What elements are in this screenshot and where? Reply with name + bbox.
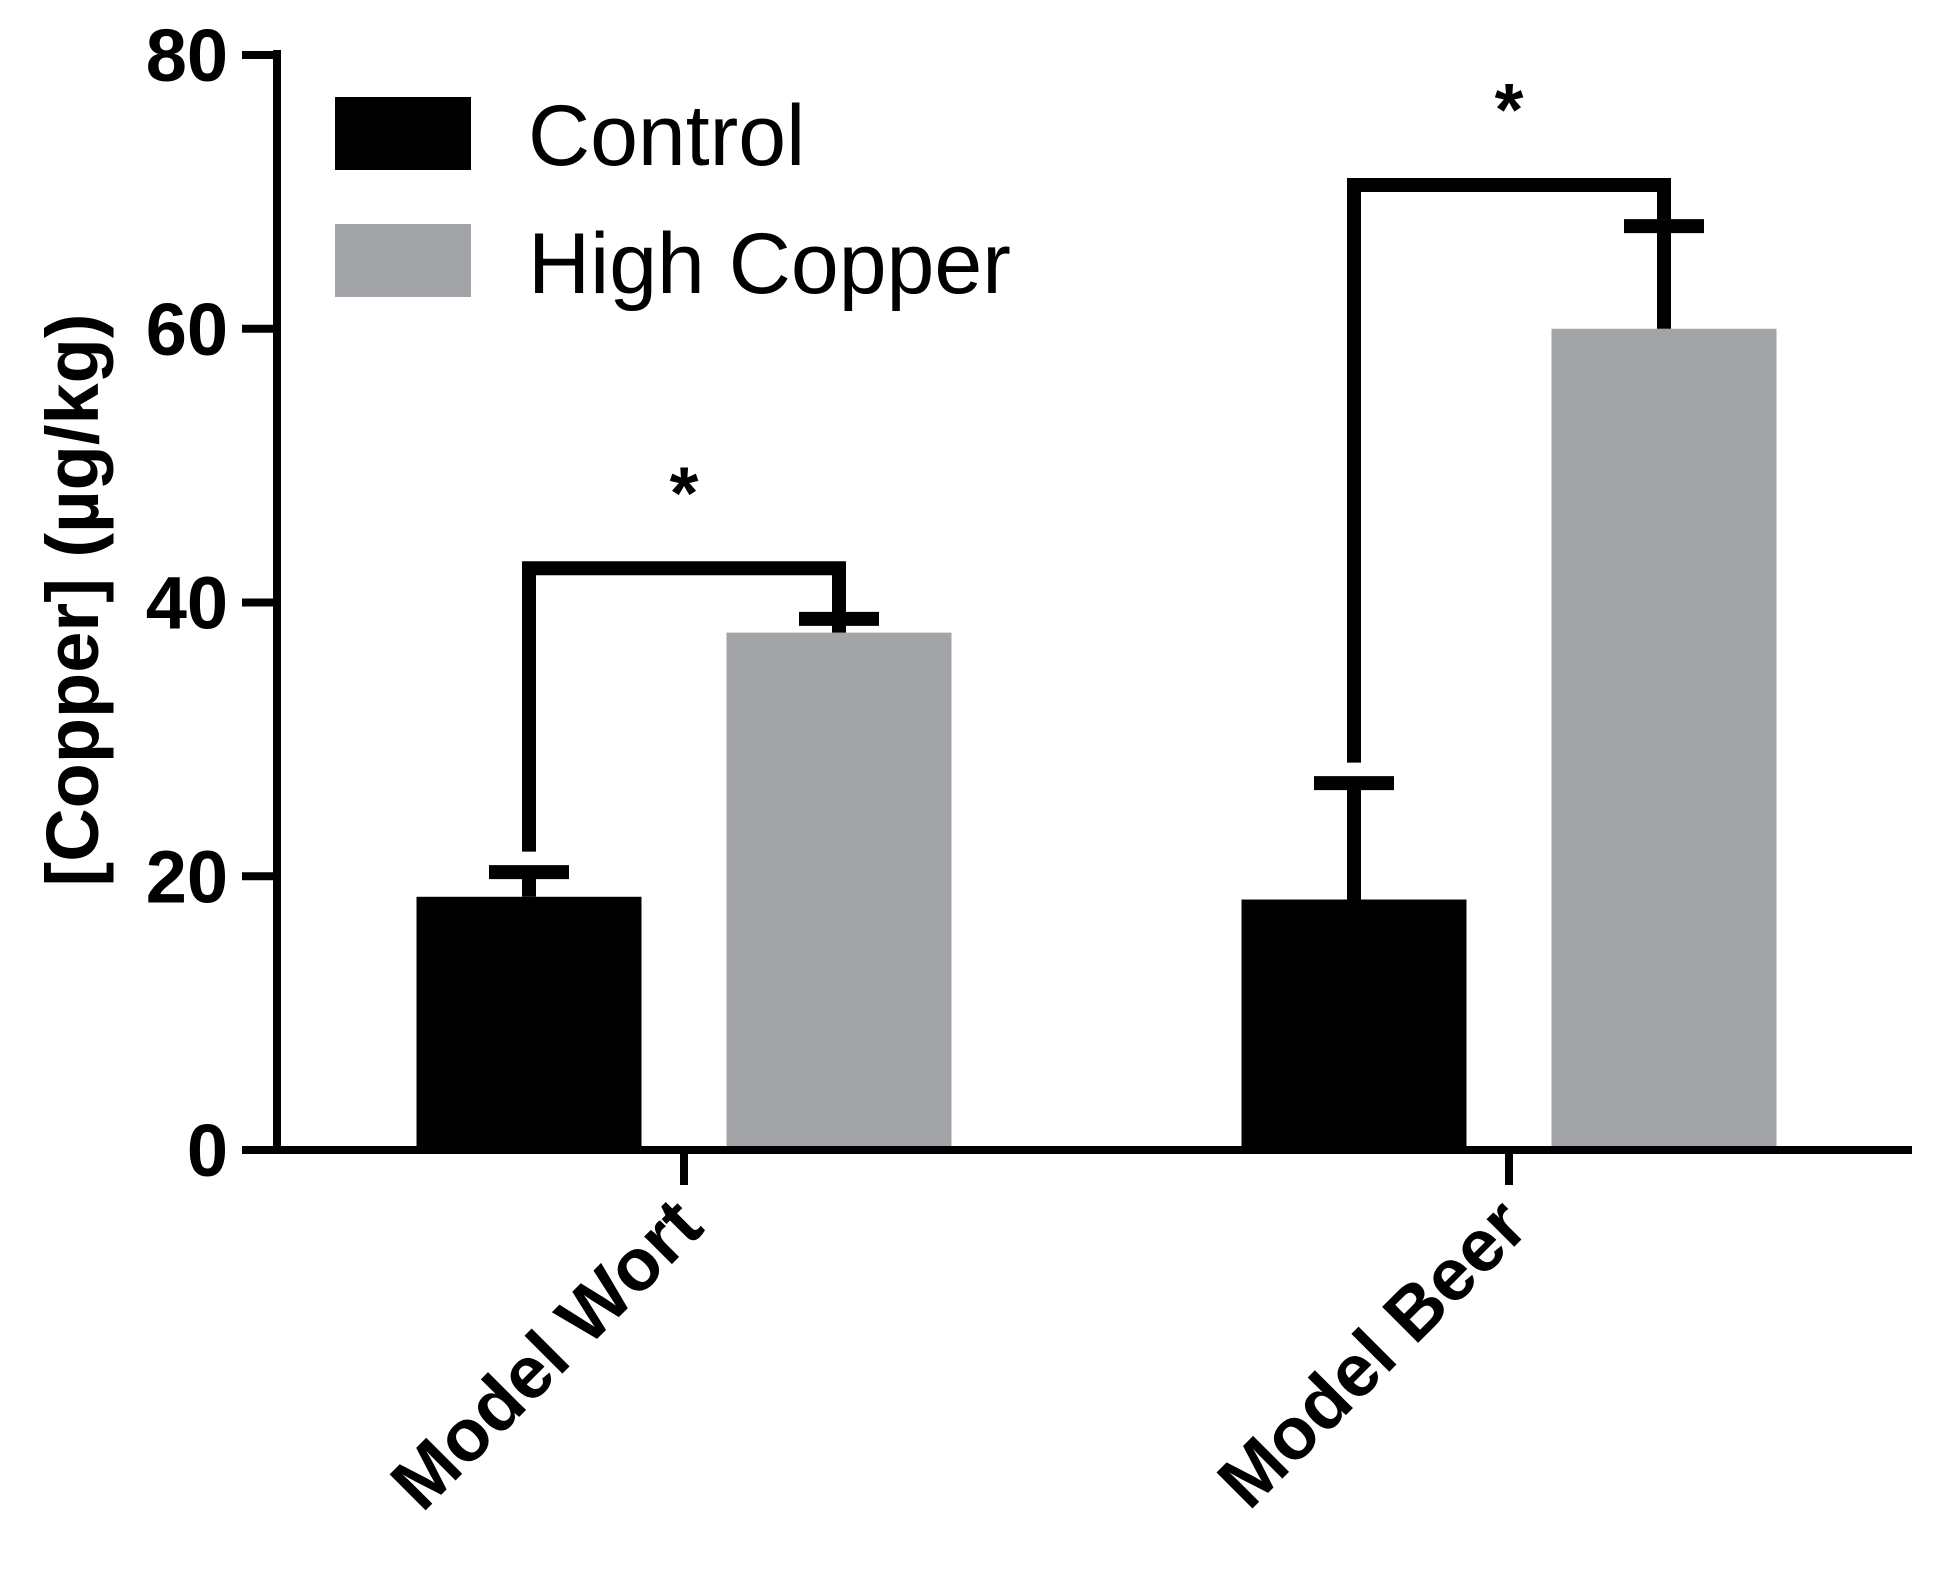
x-tick-label-model-wort: Model Wort — [375, 1183, 718, 1526]
y-tick-label-40: 40 — [146, 562, 228, 645]
legend-label-control: Control — [528, 88, 805, 184]
y-axis-label: [Copper] (µg/kg) — [31, 314, 114, 887]
legend-swatch-control — [335, 97, 471, 170]
legend-label-high-copper: High Copper — [528, 216, 1011, 312]
error-bars-layer — [489, 219, 1704, 900]
bar-model-wort-control — [416, 896, 642, 1150]
y-tick-label-80: 80 — [146, 14, 228, 97]
y-ticks-layer: 0 20 40 60 80 — [146, 14, 277, 1192]
significance-bracket-model-wort — [522, 561, 846, 852]
bar-model-beer-control — [1241, 899, 1467, 1150]
significance-layer: ** — [522, 68, 1671, 852]
significance-label-model-wort: * — [670, 451, 699, 534]
x-tick-label-model-beer: Model Beer — [1202, 1183, 1543, 1524]
significance-label-model-beer: * — [1495, 68, 1524, 151]
bar-model-beer-high-copper — [1551, 328, 1777, 1150]
legend: Control High Copper — [335, 88, 1011, 312]
bar-model-wort-high-copper — [726, 632, 952, 1150]
y-tick-label-20: 20 — [146, 835, 228, 918]
y-tick-label-0: 0 — [187, 1109, 228, 1192]
y-tick-label-60: 60 — [146, 288, 228, 371]
bars-layer — [416, 328, 1777, 1150]
x-ticks-layer: Model Wort Model Beer — [375, 1150, 1543, 1526]
legend-swatch-high-copper — [335, 224, 471, 297]
significance-bracket-model-beer — [1347, 178, 1671, 763]
